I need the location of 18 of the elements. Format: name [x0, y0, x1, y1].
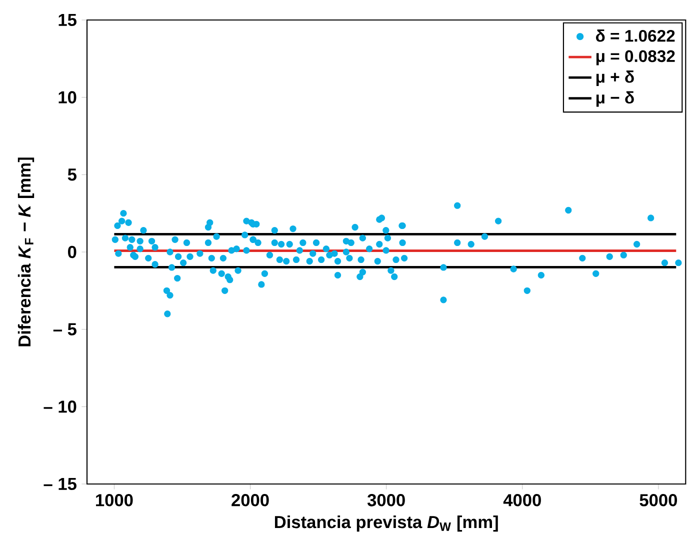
- x-tick-label: 5000: [640, 494, 678, 506]
- legend-label: δ = 1.0622: [596, 30, 675, 42]
- y-tick-label: 5: [68, 168, 76, 181]
- x-tick-label: 1000: [96, 494, 133, 506]
- x-tick-label: 2000: [232, 494, 269, 506]
- y-tick-label: 10: [58, 91, 76, 104]
- y-tick-label: – 15: [44, 478, 76, 490]
- x-tick-label: 4000: [503, 494, 541, 506]
- y-axis-title: Diferencia K$_{F}$ − K [mm]: [18, 158, 34, 346]
- y-tick-label: – 10: [44, 400, 76, 413]
- y-tick-label: 15: [58, 14, 76, 26]
- legend-label: μ + δ: [596, 70, 634, 86]
- y-tick-label: 0: [68, 246, 76, 258]
- x-tick-label: 3000: [367, 494, 405, 506]
- y-tick-label: – 5: [53, 323, 76, 336]
- legend-label: μ = 0.0832: [596, 50, 675, 66]
- x-axis-title: Distancia prevista D$_{W}$ [mm]: [274, 515, 498, 532]
- legend-label: μ − δ: [596, 91, 634, 107]
